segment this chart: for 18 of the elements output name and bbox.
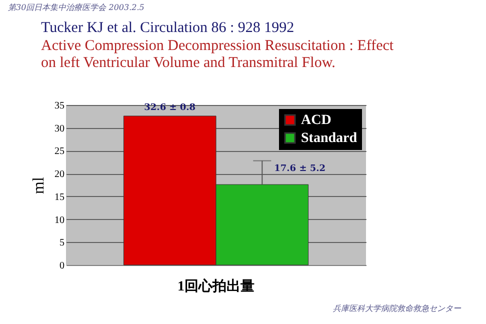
data-label: 17.6 ± 5.2 [274, 164, 326, 174]
y-tick-label: 25 [54, 146, 64, 158]
x-tick-label: 1回心拍出量 [178, 278, 254, 294]
y-tick-label: 5 [60, 238, 64, 249]
y-tick-label: 10 [54, 214, 64, 226]
legend-label: Standard [301, 131, 358, 146]
y-tick-label: 15 [54, 192, 64, 203]
y-axis-title: ml [30, 176, 48, 194]
data-label: 32.6 ± 0.8 [144, 102, 196, 113]
chart-subtitle: Active Compression Decompression Resuscitation : Effect on left Ventricular Volume and Transmitral Flow. [41, 38, 394, 71]
legend-label: ACD [301, 113, 332, 128]
text: 第30回日本集中治療医学会 2003.2.5 [8, 3, 144, 12]
y-tick-label: 30 [54, 123, 64, 134]
y-tick-label: 0 [60, 260, 64, 272]
text: 兵庫医科大学病院救命救急センター [333, 304, 462, 313]
y-tick-label: 35 [54, 100, 64, 112]
chart-title: Tucker KJ et al. Circulation 86 : 928 1992 [41, 20, 294, 36]
y-tick-label: 20 [54, 169, 64, 180]
